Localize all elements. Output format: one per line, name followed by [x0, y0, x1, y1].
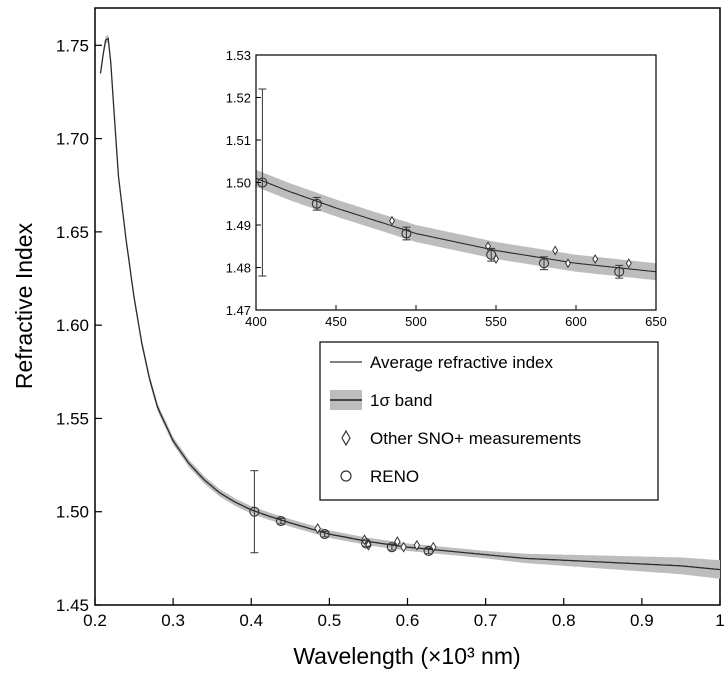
y-tick-label: 1.55 [56, 409, 89, 428]
x-tick-label: 1 [715, 611, 724, 630]
inset-y-tick-label: 1.48 [226, 261, 251, 276]
y-tick-label: 1.60 [56, 316, 89, 335]
legend-label-average: Average refractive index [370, 353, 554, 372]
inset-point-reno-3 [486, 249, 497, 260]
x-tick-label: 0.7 [474, 611, 498, 630]
legend-diamond-marker [341, 429, 351, 447]
legend-label-reno: RENO [370, 467, 419, 486]
inset-x-tick-label: 400 [245, 314, 267, 329]
inset-point-reno-5 [614, 266, 625, 277]
main-point-sno-5 [413, 539, 421, 551]
inset-y-tick-label: 1.52 [226, 91, 251, 106]
inset-points-layer [257, 88, 632, 279]
legend-label-sno: Other SNO+ measurements [370, 429, 581, 448]
x-tick-label: 0.3 [161, 611, 185, 630]
inset-point-sno-4 [565, 258, 571, 269]
legend-label-band: 1σ band [370, 391, 433, 410]
y-tick-label: 1.70 [56, 130, 89, 149]
inset-point-sno-1 [485, 241, 491, 252]
y-axis-label: Refractive Index [11, 222, 37, 389]
main-line-layer [99, 37, 721, 571]
main-point-reno-3 [361, 538, 372, 549]
x-tick-label: 0.2 [83, 611, 107, 630]
inset-point-sno-6 [625, 258, 632, 269]
inset-y-tick-label: 1.49 [226, 218, 251, 233]
main-point-reno-2 [319, 529, 330, 540]
main-point-reno-0 [249, 506, 260, 517]
x-tick-label: 0.5 [318, 611, 342, 630]
inset-x-tick-label: 500 [405, 314, 427, 329]
inset-y-tick-label: 1.47 [226, 303, 251, 318]
main-ticks-layer: 0.2 0.3 0.4 0.5 0.6 0.7 0.8 0.9 1 1.45 1.50 1.55 1.6… [56, 36, 725, 630]
y-tick-label: 1.65 [56, 223, 89, 242]
inset-line-layer [255, 177, 657, 273]
inset-y-tick-label: 1.50 [226, 176, 251, 191]
main-point-sno-3 [394, 536, 401, 548]
main-point-reno-1 [275, 515, 286, 527]
inset-point-reno-1 [311, 198, 322, 209]
inset-y-tick-label: 1.51 [226, 133, 251, 148]
main-point-sno-0 [314, 523, 321, 534]
main-points-layer [249, 470, 437, 556]
inset-point-sno-5 [592, 254, 599, 264]
inset-x-tick-label: 600 [565, 314, 587, 329]
legend-circle-marker [340, 470, 352, 482]
inset-x-tick-label: 650 [645, 314, 667, 329]
y-tick-label: 1.75 [56, 36, 89, 55]
inset-point-sno-3 [552, 245, 559, 256]
x-tick-label: 0.4 [239, 611, 263, 630]
x-tick-label: 0.8 [552, 611, 576, 630]
inset-x-tick-label: 450 [325, 314, 347, 329]
main-point-sno-4 [400, 541, 407, 553]
inset-point-sno-0 [389, 215, 395, 226]
legend: Average refractive index 1σ band Other S… [319, 341, 659, 501]
main-point-reno-4 [386, 542, 397, 553]
y-tick-label: 1.45 [56, 596, 89, 615]
inset-series-average-line [255, 177, 657, 273]
inset-ticks-layer: 400 450 500 550 600 650 1.47 1.48 1.49 1.50 1.51 1.… [226, 48, 667, 329]
main-point-reno-5 [423, 545, 434, 556]
inset-point-reno-4 [538, 258, 550, 269]
legend-box [319, 341, 659, 501]
inset-y-tick-label: 1.53 [226, 48, 251, 63]
x-tick-label: 0.9 [630, 611, 654, 630]
inset-x-tick-label: 550 [485, 314, 507, 329]
inset-point-reno-2 [401, 228, 412, 239]
main-series-average-line [99, 37, 721, 571]
x-tick-label: 0.6 [396, 611, 420, 630]
y-tick-label: 1.50 [56, 503, 89, 522]
x-axis-label: Wavelength (×10³ nm) [293, 643, 520, 669]
